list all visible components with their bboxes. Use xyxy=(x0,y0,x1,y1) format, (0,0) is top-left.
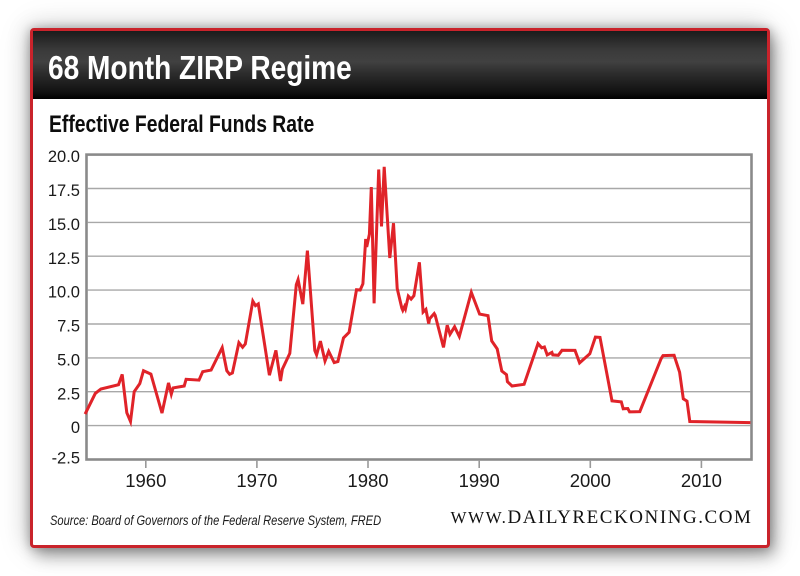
svg-text:2.5: 2.5 xyxy=(57,385,80,403)
svg-text:15.0: 15.0 xyxy=(48,216,80,234)
svg-text:12.5: 12.5 xyxy=(48,250,80,268)
svg-text:5.0: 5.0 xyxy=(57,352,80,370)
svg-text:0: 0 xyxy=(71,419,80,437)
svg-text:-2.5: -2.5 xyxy=(52,450,80,468)
svg-text:1990: 1990 xyxy=(459,470,500,491)
svg-text:10.0: 10.0 xyxy=(48,284,80,302)
svg-text:1970: 1970 xyxy=(236,470,277,491)
svg-text:7.5: 7.5 xyxy=(57,318,80,336)
svg-text:2010: 2010 xyxy=(681,470,722,491)
svg-text:17.5: 17.5 xyxy=(48,182,80,200)
svg-text:20.0: 20.0 xyxy=(48,148,80,166)
svg-text:1960: 1960 xyxy=(125,470,166,491)
svg-text:2000: 2000 xyxy=(570,470,611,491)
svg-text:1980: 1980 xyxy=(347,470,388,491)
